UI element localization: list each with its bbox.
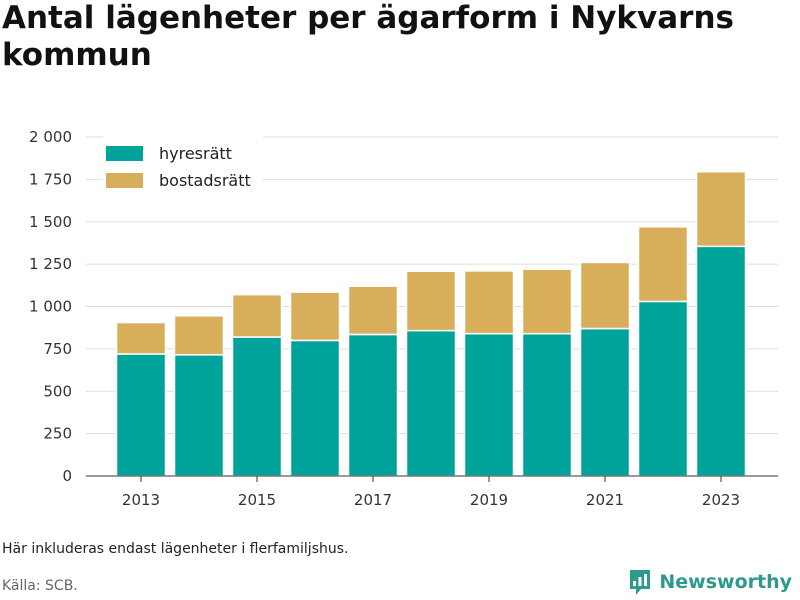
chart-title: Antal lägenheter per ägarform i Nykvarns… bbox=[2, 0, 734, 73]
bar-hyresratt-2023 bbox=[695, 245, 747, 477]
bar-hyresratt-2019 bbox=[463, 332, 515, 477]
y-tick-label: 1 250 bbox=[29, 255, 72, 273]
bar-bostadsratt-2014 bbox=[173, 315, 225, 356]
bar-bostadsratt-2022 bbox=[637, 226, 689, 303]
bar-hyresratt-2016 bbox=[289, 339, 341, 477]
bar-bostadsratt-2013 bbox=[115, 321, 167, 355]
bars bbox=[115, 170, 747, 477]
legend-swatch-bostadsratt bbox=[106, 173, 143, 188]
y-tick-label: 0 bbox=[62, 467, 72, 485]
x-tick-label: 2017 bbox=[354, 491, 392, 509]
bar-hyresratt-2015 bbox=[231, 336, 283, 477]
legend-swatch-hyresratt bbox=[106, 146, 143, 161]
y-tick-label: 1 750 bbox=[29, 170, 72, 188]
legend-label-hyresratt: hyresrätt bbox=[159, 144, 232, 163]
y-tick-label: 500 bbox=[43, 382, 72, 400]
bar-bostadsratt-2015 bbox=[231, 293, 283, 338]
newsworthy-logo-icon bbox=[630, 570, 651, 595]
bar-bostadsratt-2016 bbox=[289, 291, 341, 342]
bar-hyresratt-2020 bbox=[521, 332, 573, 477]
bar-hyresratt-2021 bbox=[579, 327, 631, 477]
stacked-bar-chart: 0 250 500 750 1 000 1 250 1 500 1 750 2 000 2013… bbox=[29, 128, 778, 509]
x-axis: 2013 2015 2017 2019 2021 2023 bbox=[86, 475, 778, 509]
bar-bostadsratt-2023 bbox=[695, 170, 747, 248]
legend-label-bostadsratt: bostadsrätt bbox=[159, 171, 251, 190]
bar-bostadsratt-2018 bbox=[405, 270, 457, 332]
bar-hyresratt-2017 bbox=[347, 333, 399, 477]
y-tick-label: 250 bbox=[43, 425, 72, 443]
bar-bostadsratt-2021 bbox=[579, 261, 631, 330]
bar-bostadsratt-2020 bbox=[521, 268, 573, 335]
bar-hyresratt-2013 bbox=[115, 353, 167, 477]
y-tick-label: 1 000 bbox=[29, 298, 72, 316]
bar-hyresratt-2018 bbox=[405, 329, 457, 477]
x-tick-label: 2015 bbox=[238, 491, 276, 509]
newsworthy-logo: Newsworthy bbox=[628, 568, 792, 596]
newsworthy-wordmark: Newsworthy bbox=[659, 571, 792, 593]
bar-bostadsratt-2017 bbox=[347, 285, 399, 336]
bar-hyresratt-2014 bbox=[173, 354, 225, 477]
y-axis-ticks: 0 250 500 750 1 000 1 250 1 500 1 750 2 000 bbox=[29, 128, 72, 485]
source-text: Källa: SCB. bbox=[2, 578, 78, 594]
x-tick-label: 2023 bbox=[702, 491, 740, 509]
y-tick-label: 2 000 bbox=[29, 128, 72, 146]
legend: hyresrätt bostadsrätt bbox=[103, 136, 263, 200]
y-tick-label: 1 500 bbox=[29, 213, 72, 231]
bar-hyresratt-2022 bbox=[637, 300, 689, 477]
x-tick-label: 2013 bbox=[122, 491, 160, 509]
footnote: Här inkluderas endast lägenheter i flerf… bbox=[2, 541, 349, 557]
bar-bostadsratt-2019 bbox=[463, 270, 515, 335]
x-tick-label: 2021 bbox=[586, 491, 624, 509]
x-tick-label: 2019 bbox=[470, 491, 508, 509]
y-tick-label: 750 bbox=[43, 340, 72, 358]
